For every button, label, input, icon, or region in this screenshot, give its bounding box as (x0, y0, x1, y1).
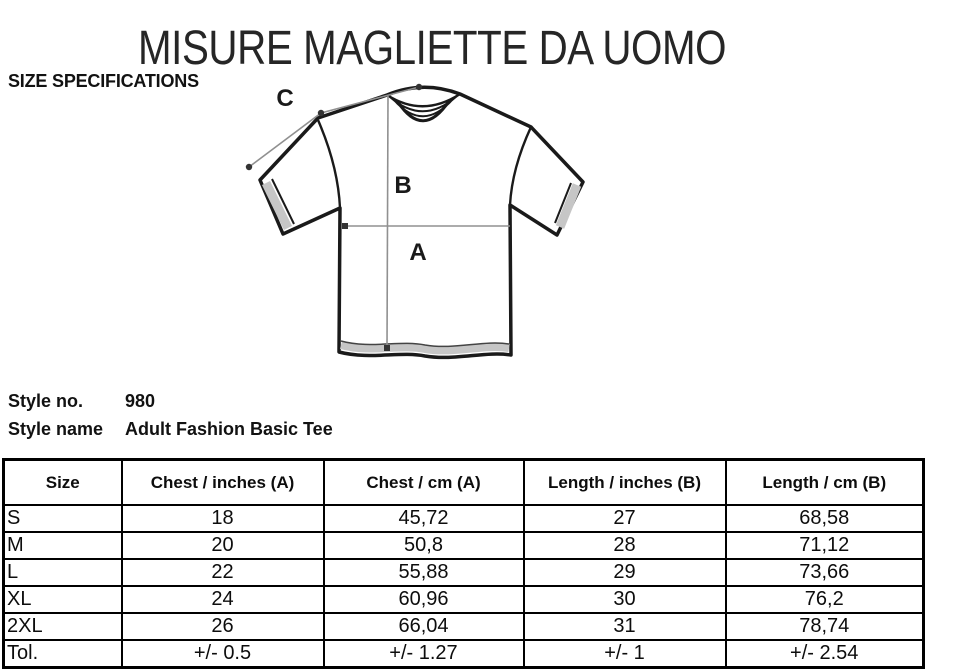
page-title-text: MISURE MAGLIETTE DA UOMO (137, 22, 727, 76)
value-cell: 29 (522, 558, 727, 587)
col-header-size: Size (2, 458, 123, 506)
hem-shade (339, 341, 510, 355)
hem-seam (340, 340, 510, 348)
size-cell: M (2, 531, 123, 560)
diagram-label-c: C (276, 85, 293, 112)
size-cell: XL (2, 585, 123, 614)
left-cuff-seam (271, 178, 295, 225)
style-name-label: Style name (8, 418, 104, 439)
measure-line-b (386, 95, 389, 349)
table-row: S 18 45,72 27 68,58 (2, 504, 925, 533)
value-cell: 76,2 (724, 585, 925, 614)
left-sleeve-seam (316, 119, 342, 209)
value-cell: 66,04 (322, 612, 525, 641)
style-name-value: Adult Fashion Basic Tee (125, 418, 333, 439)
value-cell: 26 (120, 612, 325, 641)
right-cuff-shade (555, 183, 582, 229)
value-cell: 20 (120, 531, 325, 560)
style-no-row: Style no. 980 (8, 387, 333, 415)
col-header-chest-cm: Chest / cm (A) (322, 458, 525, 506)
value-cell: 60,96 (322, 585, 525, 614)
col-header-length-cm: Length / cm (B) (724, 458, 925, 506)
value-cell: 27 (522, 504, 727, 533)
value-cell: +/- 1 (522, 639, 727, 669)
right-cuff-seam (554, 182, 572, 224)
style-no-label: Style no. (8, 390, 84, 411)
size-table-body: S 18 45,72 27 68,58 M 20 50,8 28 71,12 L 22 55,88 29 7… (2, 504, 925, 669)
measure-dot-c3 (245, 163, 253, 171)
value-cell: 50,8 (322, 531, 525, 560)
measure-dot-b (384, 345, 390, 351)
style-no-value: 980 (125, 390, 156, 411)
value-cell: +/- 0.5 (120, 639, 325, 669)
size-table-header: Size Chest / inches (A) Chest / cm (A) L… (2, 458, 925, 506)
diagram-label-b: B (394, 172, 411, 199)
header-row: Size Chest / inches (A) Chest / cm (A) L… (2, 458, 925, 506)
table-row: L 22 55,88 29 73,66 (2, 558, 925, 587)
collar-rib-1 (386, 92, 461, 108)
table-row: 2XL 26 66,04 31 78,74 (2, 612, 925, 641)
value-cell: +/- 1.27 (322, 639, 525, 669)
diagram-label-a: A (409, 239, 426, 266)
value-cell: +/- 2.54 (724, 639, 925, 669)
table-row: M 20 50,8 28 71,12 (2, 531, 925, 560)
size-specifications-label: SIZE SPECIFICATIONS (8, 71, 199, 91)
measure-dot-c1 (415, 83, 423, 91)
size-cell: 2XL (2, 612, 123, 641)
size-cell: L (2, 558, 123, 587)
value-cell: 28 (522, 531, 727, 560)
value-cell: 55,88 (322, 558, 525, 587)
table-row: XL 24 60,96 30 76,2 (2, 585, 925, 614)
value-cell: 24 (120, 585, 325, 614)
style-name-row: Style name Adult Fashion Basic Tee (8, 415, 333, 443)
page-title: MISURE MAGLIETTE DA UOMO (0, 25, 864, 73)
value-cell: 31 (522, 612, 727, 641)
left-cuff-shade (261, 181, 293, 230)
tshirt-diagram: C B A (245, 83, 585, 360)
value-cell: 22 (120, 558, 325, 587)
value-cell: 18 (120, 504, 325, 533)
measure-dot-c2 (317, 109, 325, 117)
col-header-length-inches: Length / inches (B) (522, 458, 727, 506)
value-cell: 30 (522, 585, 727, 614)
value-cell: 73,66 (724, 558, 925, 587)
tshirt-outline (258, 85, 585, 360)
value-cell: 45,72 (322, 504, 525, 533)
collar-neckline (396, 100, 451, 123)
value-cell: 68,58 (724, 504, 925, 533)
size-cell: Tol. (2, 639, 123, 669)
size-table: Size Chest / inches (A) Chest / cm (A) L… (2, 458, 925, 669)
right-sleeve-seam (508, 126, 533, 206)
measure-dot-a (342, 223, 348, 229)
size-cell: S (2, 504, 123, 533)
value-cell: 78,74 (724, 612, 925, 641)
style-info: Style no. 980 Style name Adult Fashion B… (8, 387, 333, 443)
table-row: Tol. +/- 0.5 +/- 1.27 +/- 1 +/- 2.54 (2, 639, 925, 669)
col-header-chest-inches: Chest / inches (A) (120, 458, 325, 506)
value-cell: 71,12 (724, 531, 925, 560)
